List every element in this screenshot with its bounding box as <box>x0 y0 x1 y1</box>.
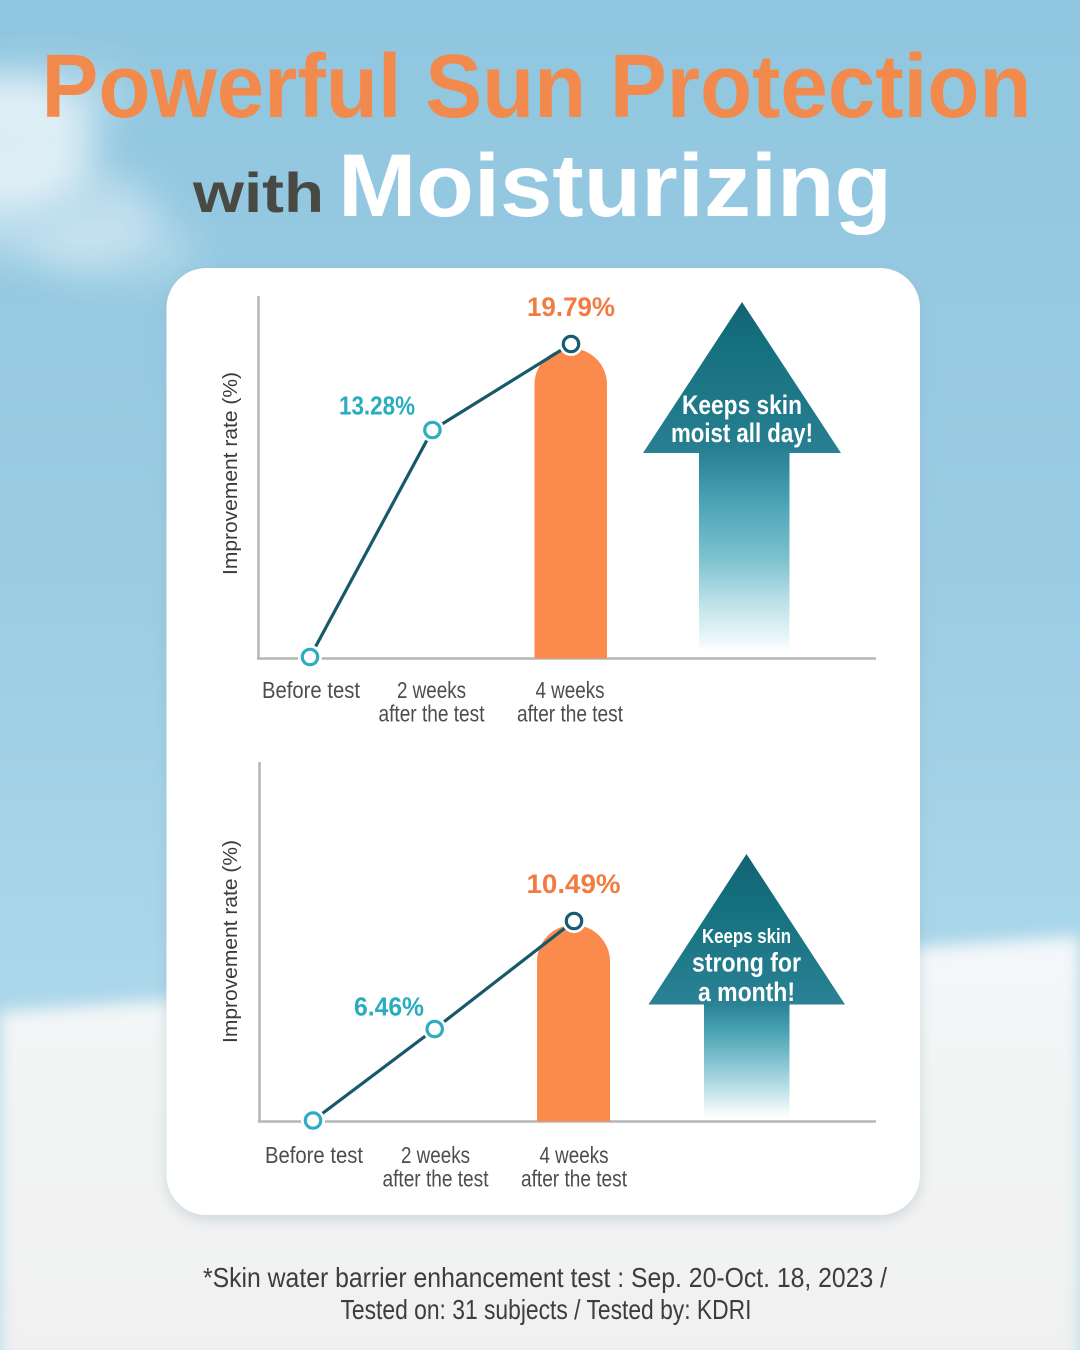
svg-text:after the test: after the test <box>383 1166 489 1192</box>
svg-text:Tested on: 31 subjects / Teste: Tested on: 31 subjects / Tested by: KDRI <box>341 1294 752 1325</box>
svg-text:2 weeks: 2 weeks <box>401 1142 470 1168</box>
svg-text:Improvement rate (%): Improvement rate (%) <box>220 840 242 1043</box>
svg-text:a month!: a month! <box>698 977 795 1007</box>
svg-text:Moisturizing: Moisturizing <box>338 135 892 235</box>
svg-text:with: with <box>192 161 324 224</box>
svg-text:2 weeks: 2 weeks <box>397 677 466 703</box>
svg-text:after the test: after the test <box>517 701 623 727</box>
svg-text:strong for: strong for <box>692 948 801 978</box>
svg-text:*Skin water barrier enhancemen: *Skin water barrier enhancement test : S… <box>203 1262 887 1293</box>
svg-text:Before test: Before test <box>262 677 361 703</box>
svg-text:6.46%: 6.46% <box>354 992 424 1022</box>
svg-text:10.49%: 10.49% <box>527 869 621 899</box>
svg-text:13.28%: 13.28% <box>339 390 415 420</box>
svg-text:after the test: after the test <box>521 1166 627 1192</box>
svg-text:Powerful Sun Protection: Powerful Sun Protection <box>42 37 1032 137</box>
svg-text:Improvement rate (%): Improvement rate (%) <box>220 372 242 575</box>
svg-text:Keeps skin: Keeps skin <box>702 926 791 948</box>
svg-text:Before test: Before test <box>265 1142 364 1168</box>
svg-text:moist all day!: moist all day! <box>671 418 813 448</box>
svg-text:19.79%: 19.79% <box>527 292 615 322</box>
svg-text:4 weeks: 4 weeks <box>536 677 605 703</box>
svg-text:4 weeks: 4 weeks <box>540 1142 609 1168</box>
svg-text:after the test: after the test <box>379 701 485 727</box>
svg-text:Keeps skin: Keeps skin <box>682 390 802 420</box>
